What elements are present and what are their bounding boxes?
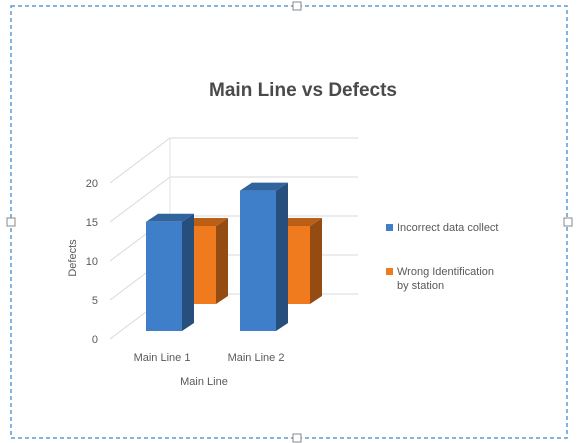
y-tick-label-4: 20 [86,178,98,190]
gridline-3 [109,176,358,223]
bar-2-series-1 [240,182,288,331]
y-axis-title: Defects [67,239,79,277]
gridline-4 [109,137,358,184]
legend: Incorrect data collect Wrong Identificat… [386,222,499,292]
handle-left[interactable] [6,217,16,227]
resize-handles[interactable] [6,1,573,443]
y-tick-label-3: 15 [86,217,98,229]
handle-top[interactable] [292,1,302,11]
legend-swatch-1 [386,224,393,231]
bars [146,182,322,331]
legend-label-1: Incorrect data collect [397,222,499,234]
legend-swatch-2 [386,268,393,275]
x-tick-label-2: Main Line 2 [228,352,285,364]
y-tick-label-1: 5 [92,295,98,307]
legend-label-2: Wrong Identification by station [397,266,497,292]
handle-right[interactable] [563,217,573,227]
chart-title: Main Line vs Defects [209,80,397,101]
x-axis-ticks: Main Line 1 Main Line 2 [134,352,285,364]
y-axis-ticks: 0 5 10 15 20 [86,178,98,346]
handle-bottom[interactable] [292,433,302,443]
y-tick-label-0: 0 [92,334,98,346]
y-tick-label-2: 10 [86,256,98,268]
x-axis-title: Main Line [180,376,228,388]
bar-1-series-1 [146,213,194,331]
x-tick-label-1: Main Line 1 [134,352,191,364]
